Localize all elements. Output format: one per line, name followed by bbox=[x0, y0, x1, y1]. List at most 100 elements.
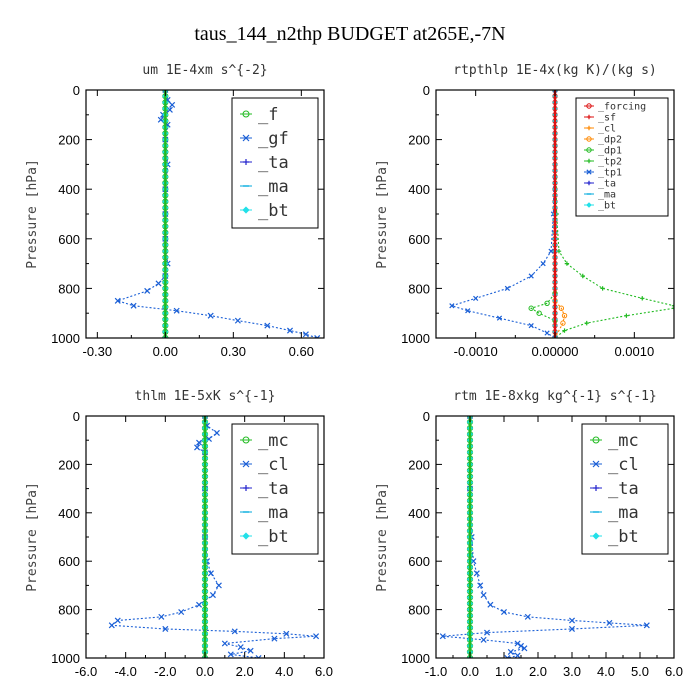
data-point bbox=[209, 592, 216, 599]
legend-label: _gf bbox=[258, 129, 289, 149]
data-point bbox=[155, 280, 162, 287]
y-tick-label: 400 bbox=[58, 506, 80, 521]
data-point bbox=[552, 90, 558, 93]
data-point bbox=[166, 106, 173, 113]
data-point bbox=[465, 308, 471, 314]
y-tick-label: 400 bbox=[408, 506, 430, 521]
x-tick-label: -1.0 bbox=[425, 664, 447, 679]
series-group bbox=[439, 416, 650, 658]
data-point bbox=[162, 90, 169, 94]
chart-panel-3: thlm 1E-5xK s^{-1} Pressure [hPa] -6.0 -4.0… bbox=[25, 389, 333, 679]
data-point bbox=[496, 315, 503, 321]
x-tick-label: 6.0 bbox=[665, 664, 683, 679]
data-point bbox=[201, 416, 209, 420]
data-point bbox=[517, 642, 525, 649]
chart-panel-2: rtpthlp 1E-4x(kg K)/(kg s) Pressure [hPa]… bbox=[375, 63, 675, 359]
data-point bbox=[158, 613, 165, 620]
legend-entry-ta: _ta bbox=[240, 479, 289, 499]
data-point bbox=[504, 654, 511, 658]
series-line bbox=[110, 416, 317, 658]
data-point bbox=[568, 625, 576, 632]
series-group bbox=[449, 90, 674, 338]
legend-entry-ta: _ta bbox=[590, 479, 639, 499]
legend-marker bbox=[586, 103, 592, 109]
data-point bbox=[302, 331, 309, 338]
series-cl bbox=[108, 416, 320, 658]
x-tick-label: 0.00000 bbox=[532, 344, 579, 359]
data-point bbox=[215, 582, 222, 589]
legend-marker bbox=[242, 532, 250, 540]
data-point bbox=[169, 101, 176, 108]
data-point bbox=[524, 613, 531, 620]
data-point bbox=[580, 273, 585, 279]
legend-label: _dp2 bbox=[598, 135, 622, 146]
data-point bbox=[207, 570, 214, 577]
legend-marker bbox=[592, 532, 600, 540]
data-point bbox=[507, 648, 514, 655]
legend-entry-mc: _mc bbox=[240, 431, 289, 451]
legend-marker bbox=[242, 460, 250, 468]
y-tick-label: 200 bbox=[408, 457, 430, 472]
y-axis-label: Pressure [hPa] bbox=[375, 159, 390, 269]
legend-marker bbox=[243, 485, 249, 491]
data-point bbox=[568, 617, 576, 624]
x-tick-label: -2.0 bbox=[154, 664, 176, 679]
panel-title: rtpthlp 1E-4x(kg K)/(kg s) bbox=[453, 63, 657, 78]
legend-entry-dp1: _dp1 bbox=[584, 146, 622, 157]
legend-entry-forcing: _forcing bbox=[584, 102, 646, 113]
series-line bbox=[529, 90, 556, 338]
x-tick-label: 2.0 bbox=[529, 664, 547, 679]
figure-title: taus_144_n2thp BUDGET at265E,-7N bbox=[194, 23, 505, 45]
legend-label: _tp1 bbox=[598, 168, 622, 179]
legend-entry-cl: _cl bbox=[584, 124, 616, 135]
legend-label: _bt bbox=[258, 201, 289, 221]
legend: _mc _cl _ta _ma _bt bbox=[231, 423, 319, 555]
legend-label: _cl bbox=[608, 455, 639, 475]
panels: um 1E-4xm s^{-2}Pressure [hPa]-0.30 0.00 0… bbox=[25, 63, 683, 679]
x-tick-label: 0.0010 bbox=[614, 344, 654, 359]
data-point bbox=[671, 303, 674, 308]
legend-label: _cl bbox=[258, 455, 289, 475]
data-point bbox=[564, 261, 570, 266]
data-point bbox=[178, 608, 185, 616]
legend-entry-bt: _bt bbox=[240, 201, 289, 221]
y-axis-label: Pressure [hPa] bbox=[375, 482, 390, 592]
legend-marker bbox=[242, 134, 250, 142]
legend-label: _ta bbox=[258, 153, 289, 173]
data-point bbox=[283, 630, 290, 637]
legend-label: _ma bbox=[258, 177, 289, 197]
chart-panel-4: rtm 1E-8xkg kg^{-1} s^{-1} Pressure [hPa]… bbox=[375, 389, 683, 679]
data-point bbox=[504, 285, 511, 292]
legend-entry-dp2: _dp2 bbox=[584, 135, 622, 146]
data-point bbox=[173, 307, 180, 314]
y-tick-label: 600 bbox=[408, 232, 430, 247]
legend-marker bbox=[586, 147, 592, 153]
legend-marker bbox=[586, 136, 592, 142]
data-point bbox=[473, 295, 479, 301]
y-tick-label: 800 bbox=[58, 281, 80, 296]
series-tp1 bbox=[449, 90, 558, 338]
x-tick-label: -6.0 bbox=[75, 664, 97, 679]
legend-entry-bt: _bt bbox=[590, 527, 639, 547]
data-point bbox=[584, 320, 589, 326]
y-axis-label: Pressure [hPa] bbox=[25, 159, 40, 269]
panel-title: rtm 1E-8xkg kg^{-1} s^{-1} bbox=[453, 389, 657, 404]
x-tick-label: 3.0 bbox=[563, 664, 581, 679]
legend-marker bbox=[586, 169, 592, 175]
x-tick-label: 0.00 bbox=[153, 344, 178, 359]
y-tick-label: 400 bbox=[58, 182, 80, 197]
data-point bbox=[314, 334, 321, 338]
data-point bbox=[562, 328, 567, 333]
data-point bbox=[480, 592, 487, 599]
legend-label: _mc bbox=[258, 431, 289, 451]
y-tick-label: 600 bbox=[58, 554, 80, 569]
data-point bbox=[264, 322, 271, 329]
panel-title: um 1E-4xm s^{-2} bbox=[142, 63, 267, 78]
data-point bbox=[487, 601, 494, 608]
data-point bbox=[477, 582, 484, 589]
data-point bbox=[439, 633, 446, 640]
data-point bbox=[114, 297, 121, 304]
legend-label: _mc bbox=[608, 431, 639, 451]
series-line bbox=[554, 90, 566, 338]
